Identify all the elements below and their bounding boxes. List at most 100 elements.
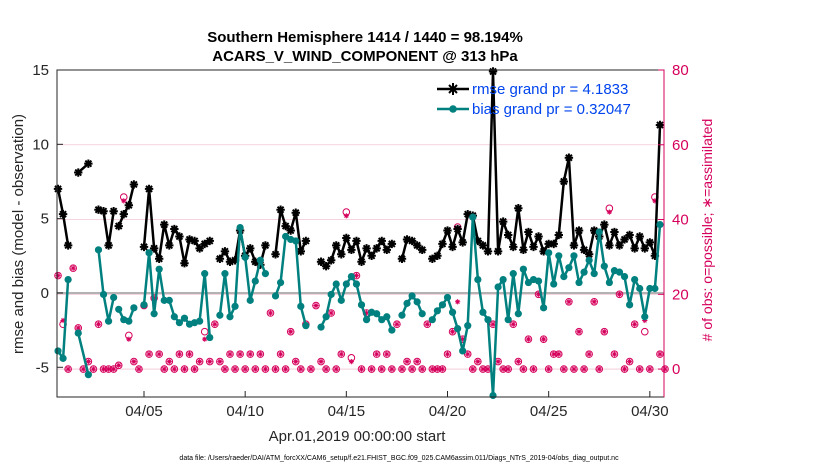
obs-assimilated-marker [247,351,253,357]
bias-point [201,270,209,278]
obs-assimilated-marker [637,366,643,372]
obs-assimilated-marker [186,351,193,357]
rmse-point [458,238,467,247]
obs-possible-marker [266,309,275,317]
obs-assimilated-marker [495,358,501,365]
obs-assimilated-marker [277,351,284,357]
obs-possible-marker [175,350,184,358]
rmse-point [473,236,483,246]
obs-possible-marker [216,357,224,366]
bias-point [575,278,583,287]
bias-point [585,256,593,264]
y2-tick-label: 40 [672,212,689,229]
bias-point [534,277,543,285]
bias-point [479,308,487,316]
obs-assimilated-marker [374,351,380,357]
bias-point [519,265,527,273]
obs-assimilated-marker [197,358,203,365]
rmse-point [271,250,280,259]
obs-possible-marker [656,350,664,358]
obs-possible-marker [519,365,528,373]
bias-point [626,301,634,309]
obs-possible-marker [332,365,341,373]
obs-assimilated-marker [419,366,425,372]
bias-point [231,302,239,310]
bias-point [595,228,603,236]
rmse-point [488,67,498,76]
bias-point [342,280,350,288]
obs-assimilated-marker [606,209,612,215]
rmse-point [109,207,118,216]
bias-point [99,290,108,299]
rmse-point [129,180,139,189]
rmse-point [149,244,159,253]
obs-assimilated-marker [323,366,329,372]
rmse-point [246,244,255,253]
rmse-point [251,257,260,266]
bias-point [636,284,644,293]
rmse-point [53,184,63,194]
bias-point [388,326,396,334]
obs-assimilated-marker [328,310,334,316]
obs-assimilated-marker [166,358,172,365]
bias-point [504,316,512,324]
obs-assimilated-marker [242,366,248,372]
obs-assimilated-marker [369,366,375,372]
rmse-point [104,241,113,250]
obs-assimilated-marker [298,366,304,372]
bias-point [292,237,300,245]
obs-possible-marker [600,327,609,336]
obs-assimilated-marker [616,291,623,297]
obs-possible-marker [54,271,62,280]
rmse-point [579,245,589,255]
y-axis-label: rmse and bias (model - observation) [10,114,27,354]
obs-assimilated-marker [475,358,481,365]
rmse-point [357,257,366,266]
obs-possible-marker [408,365,416,373]
bias-point [221,270,229,278]
obs-assimilated-marker [389,366,395,372]
rmse-point [620,235,629,244]
bias-point [631,275,639,284]
rmse-point [195,244,204,253]
rmse-point [58,209,68,219]
bias-point [499,275,507,284]
bias-point [317,323,325,331]
obs-possible-marker [89,365,98,373]
obs-possible-marker [615,290,624,299]
obs-possible-marker [539,335,548,343]
bias-point [74,329,82,337]
obs-possible-marker [575,327,583,336]
bias-point [297,302,305,310]
bias-point [170,313,178,321]
obs-possible-marker [372,350,381,358]
bias-point [302,322,310,330]
bias-point [484,316,492,324]
bias-point [145,249,153,257]
obs-assimilated-marker [343,213,349,219]
obs-possible-marker [610,350,619,358]
obs-assimilated-marker [500,366,506,372]
legend-bias-label: bias grand pr = 0.32047 [472,101,631,118]
y-tick-label: -5 [36,359,49,376]
obs-assimilated-marker [151,295,157,301]
bias-point [246,296,254,304]
bias-point [428,316,436,324]
obs-assimilated-marker [379,366,385,372]
obs-possible-marker [211,320,219,329]
rmse-point [438,239,447,249]
rmse-point [412,241,422,250]
obs-possible-marker [418,365,427,373]
obs-assimilated-marker [642,317,648,324]
obs-possible-marker [261,365,270,373]
obs-assimilated-marker [60,317,66,324]
bias-point [256,256,264,264]
obs-possible-marker [570,365,578,373]
x-axis-label: Apr.01,2019 00:00:00 start [269,428,447,445]
obs-possible-marker [246,350,255,358]
axis-ticks: 0 20 40 60 80 -5 0 5 10 15 04/05 04/10 04/15 04/20 04/… [32,62,688,420]
legend: rmse grand pr = 4.1833 bias grand pr = 0… [437,81,631,118]
bias-point [155,265,163,273]
obs-possible-marker [590,297,598,306]
obs-possible-marker [565,297,573,306]
